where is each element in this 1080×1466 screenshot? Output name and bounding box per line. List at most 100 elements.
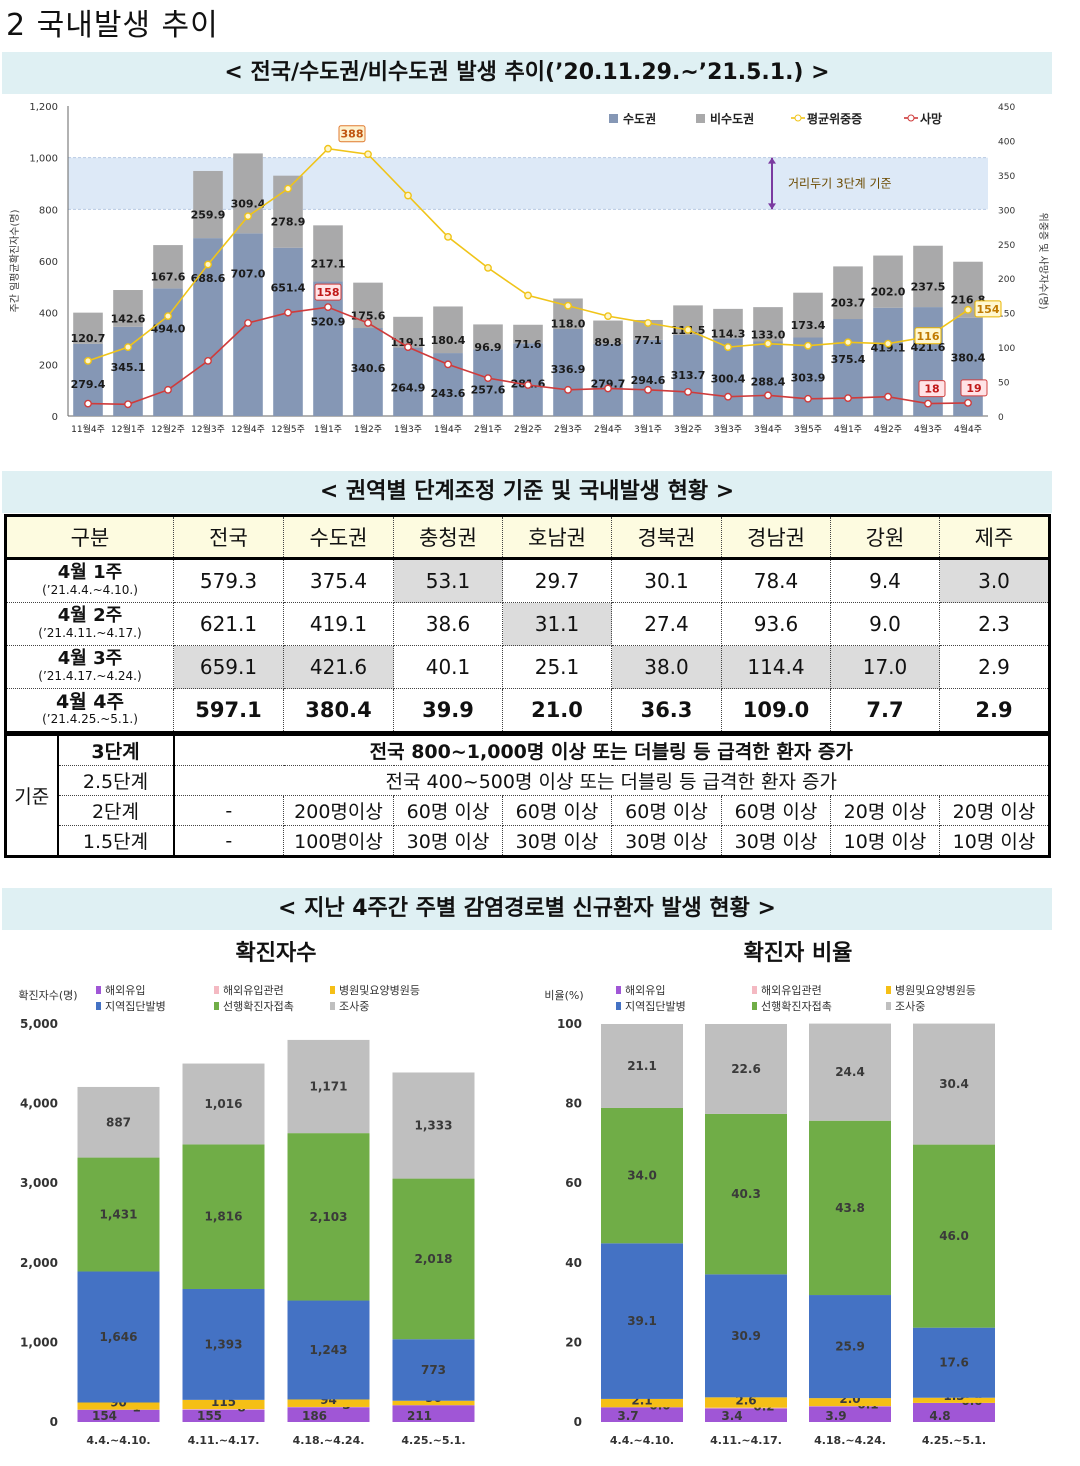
table-header-row: 구분 전국 수도권 충청권 호남권 경북권 경남권 강원 제주 bbox=[4, 514, 1051, 560]
bar-capital-label: 288.4 bbox=[751, 375, 786, 388]
table-cell: 109.0 bbox=[721, 688, 831, 734]
bar-segment bbox=[809, 1406, 891, 1422]
severe-point bbox=[684, 325, 692, 334]
legend-swatch bbox=[616, 1002, 621, 1010]
bar-capital bbox=[673, 334, 703, 416]
legend-swatch bbox=[609, 114, 618, 123]
x-tick-label: 4월4주 bbox=[954, 423, 982, 435]
death-point bbox=[804, 394, 812, 403]
bar-segment-label: 43.8 bbox=[835, 1201, 865, 1215]
severe-point bbox=[484, 263, 492, 272]
legend-label: 해외유입 bbox=[105, 983, 145, 997]
table-header-cell: 구분 bbox=[4, 514, 174, 560]
legend-label: 병원및요양병원등 bbox=[339, 984, 420, 997]
bar-segment-label: 211 bbox=[407, 1409, 432, 1423]
death-point bbox=[244, 319, 252, 327]
bar-segment-label: 22.6 bbox=[731, 1062, 761, 1076]
y2-tick-label: 450 bbox=[998, 103, 1015, 113]
bar-segment bbox=[809, 1398, 891, 1407]
legend-label: 수도권 bbox=[623, 112, 656, 126]
x-tick-label: 3월2주 bbox=[674, 423, 702, 435]
bar-non-capital bbox=[593, 320, 623, 344]
y2-tick-label: 300 bbox=[998, 206, 1015, 216]
severe-point bbox=[404, 191, 412, 200]
section3-title: < 지난 4주간 주별 감염경로별 신규환자 발생 현황 > bbox=[2, 888, 1052, 930]
region-table: 구분 전국 수도권 충청권 호남권 경북권 경남권 강원 제주 4월 1주 (’21.4.4.~4.… bbox=[4, 514, 1051, 734]
bar-segment bbox=[601, 1107, 683, 1244]
bar-segment-label: 154 bbox=[92, 1409, 117, 1423]
bar-segment bbox=[392, 1178, 475, 1340]
table-cell: 25.1 bbox=[502, 645, 612, 689]
bar-segment bbox=[287, 1399, 370, 1407]
x-tick-label: 4.18.~4.24. bbox=[293, 1434, 365, 1447]
bar-non-capital-label: 217.1 bbox=[311, 257, 346, 270]
standard-row: 기준 3단계 전국 800~1,000명 이상 또는 더블링 등 급격한 환자 증가 bbox=[4, 733, 1051, 858]
bar-segment bbox=[287, 1039, 370, 1134]
bar-segment bbox=[77, 1402, 160, 1410]
bar-non-capital bbox=[233, 153, 263, 234]
table-cell: 114.4 bbox=[721, 645, 831, 689]
legend-swatch bbox=[752, 986, 757, 994]
row-label: 4월 1주 (’21.4.4.~4.10.) bbox=[4, 558, 174, 603]
table-cell: 27.4 bbox=[611, 602, 722, 646]
bar-segment bbox=[601, 1407, 683, 1422]
bar-non-capital-label: 133.0 bbox=[751, 328, 786, 341]
bar-non-capital-label: 96.9 bbox=[474, 341, 501, 354]
legend-label: 조사중 bbox=[339, 1000, 369, 1013]
row-label-week: 4월 4주 bbox=[55, 690, 124, 713]
table-cell: 579.3 bbox=[173, 558, 284, 603]
standard-cell: 10명 이상 bbox=[939, 825, 1051, 858]
standard-cell: 60명 이상 bbox=[393, 795, 503, 826]
severe-point bbox=[164, 312, 172, 321]
threshold-arrow-head bbox=[768, 157, 776, 164]
x-tick-label: 3월3주 bbox=[714, 423, 742, 435]
bar-segment bbox=[77, 1271, 160, 1403]
severe-point bbox=[844, 338, 852, 347]
bar-capital-label: 279.4 bbox=[71, 378, 106, 391]
bar-segment bbox=[182, 1063, 265, 1145]
death-last-label: 19 bbox=[966, 382, 981, 395]
bar-capital bbox=[313, 281, 343, 416]
bar-segment-label: 1,171 bbox=[310, 1080, 348, 1094]
row-label: 4월 4주 (’21.4.25.~5.1.) bbox=[4, 688, 174, 734]
legend-label: 해외유입관련 bbox=[223, 983, 284, 997]
bar-non-capital-label: 203.7 bbox=[831, 297, 866, 310]
table-header-cell: 강원 bbox=[830, 514, 940, 560]
standard-text: 전국 800~1,000명 이상 또는 더블링 등 급격한 환자 증가 bbox=[172, 733, 1051, 766]
death-point bbox=[884, 392, 892, 401]
table-cell: 29.7 bbox=[502, 558, 612, 603]
y-tick-label: 1,200 bbox=[29, 102, 58, 113]
bar-segment bbox=[809, 1295, 891, 1399]
bar-capital-label: 264.9 bbox=[391, 382, 426, 395]
y-tick-label: 1,000 bbox=[29, 154, 58, 165]
bar-non-capital-label: 118.0 bbox=[551, 318, 586, 331]
bar-non-capital bbox=[73, 312, 103, 344]
table-cell: 3.0 bbox=[939, 558, 1051, 603]
severe-last-label: 154 bbox=[977, 303, 1000, 316]
x-tick-label: 4.4.~4.10. bbox=[610, 1434, 674, 1447]
standard-cell: 30명 이상 bbox=[611, 825, 722, 858]
bar-capital bbox=[753, 341, 783, 416]
table-cell: 2.9 bbox=[939, 688, 1051, 734]
death-point bbox=[204, 356, 212, 365]
severe-point bbox=[884, 339, 892, 348]
bar-capital-label: 520.9 bbox=[311, 315, 346, 328]
x-tick-label: 4.4.~4.10. bbox=[86, 1434, 150, 1447]
table-cell: 2.9 bbox=[939, 645, 1051, 689]
x-tick-label: 12월5주 bbox=[271, 423, 305, 435]
table-row: 4월 3주 (’21.4.17.~4.24.) 659.1 421.6 40.1 25.1… bbox=[4, 645, 1051, 689]
bar-non-capital bbox=[833, 266, 863, 320]
bar-segment-label: 30.9 bbox=[731, 1329, 761, 1343]
bar-capital-label: 300.4 bbox=[711, 372, 746, 385]
bar-capital-label: 243.6 bbox=[431, 387, 466, 400]
bar-non-capital bbox=[193, 170, 223, 239]
death-point bbox=[404, 343, 412, 352]
y2-tick-label: 0 bbox=[998, 413, 1004, 423]
bar-non-capital-label: 180.4 bbox=[431, 334, 466, 347]
severe-point bbox=[964, 306, 972, 314]
bar-segment bbox=[705, 1113, 787, 1275]
bar-capital-label: 257.6 bbox=[471, 383, 506, 396]
bar-capital-label: 340.6 bbox=[351, 362, 386, 375]
bar-segment bbox=[705, 1407, 787, 1409]
y-axis-label: 비율(%) bbox=[544, 989, 583, 1002]
